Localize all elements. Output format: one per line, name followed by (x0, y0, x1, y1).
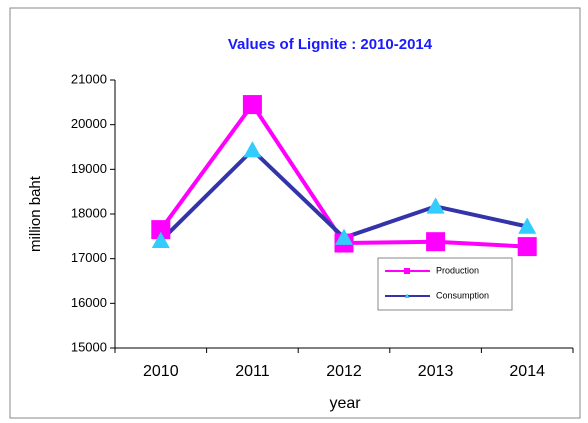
y-tick-label: 20000 (71, 116, 107, 131)
y-tick-label: 18000 (71, 205, 107, 220)
legend-marker (404, 268, 410, 274)
x-tick-label: 2013 (418, 363, 454, 380)
legend-marker (404, 293, 410, 298)
marker (426, 197, 445, 214)
y-tick-label: 19000 (71, 161, 107, 176)
y-axis-label: million baht (27, 175, 44, 252)
x-tick-label: 2010 (143, 363, 179, 380)
legend-label: Production (436, 265, 479, 275)
x-tick-label: 2014 (509, 363, 545, 380)
chart-title: Values of Lignite : 2010-2014 (228, 36, 433, 53)
x-tick-label: 2011 (235, 363, 270, 380)
marker (151, 231, 170, 248)
y-tick-label: 15000 (71, 339, 107, 354)
marker (426, 232, 446, 252)
x-axis-label: year (329, 395, 361, 412)
y-tick-label: 17000 (71, 250, 107, 265)
y-tick-label: 21000 (71, 71, 107, 86)
y-tick-label: 16000 (71, 295, 107, 310)
marker (243, 141, 262, 158)
marker (335, 228, 353, 245)
marker (518, 217, 537, 234)
legend-label: Consumption (436, 290, 489, 300)
legend-box (377, 257, 513, 311)
marker (517, 237, 537, 257)
x-tick-label: 2012 (326, 363, 362, 380)
chart-frame (9, 7, 581, 419)
marker (242, 95, 262, 115)
